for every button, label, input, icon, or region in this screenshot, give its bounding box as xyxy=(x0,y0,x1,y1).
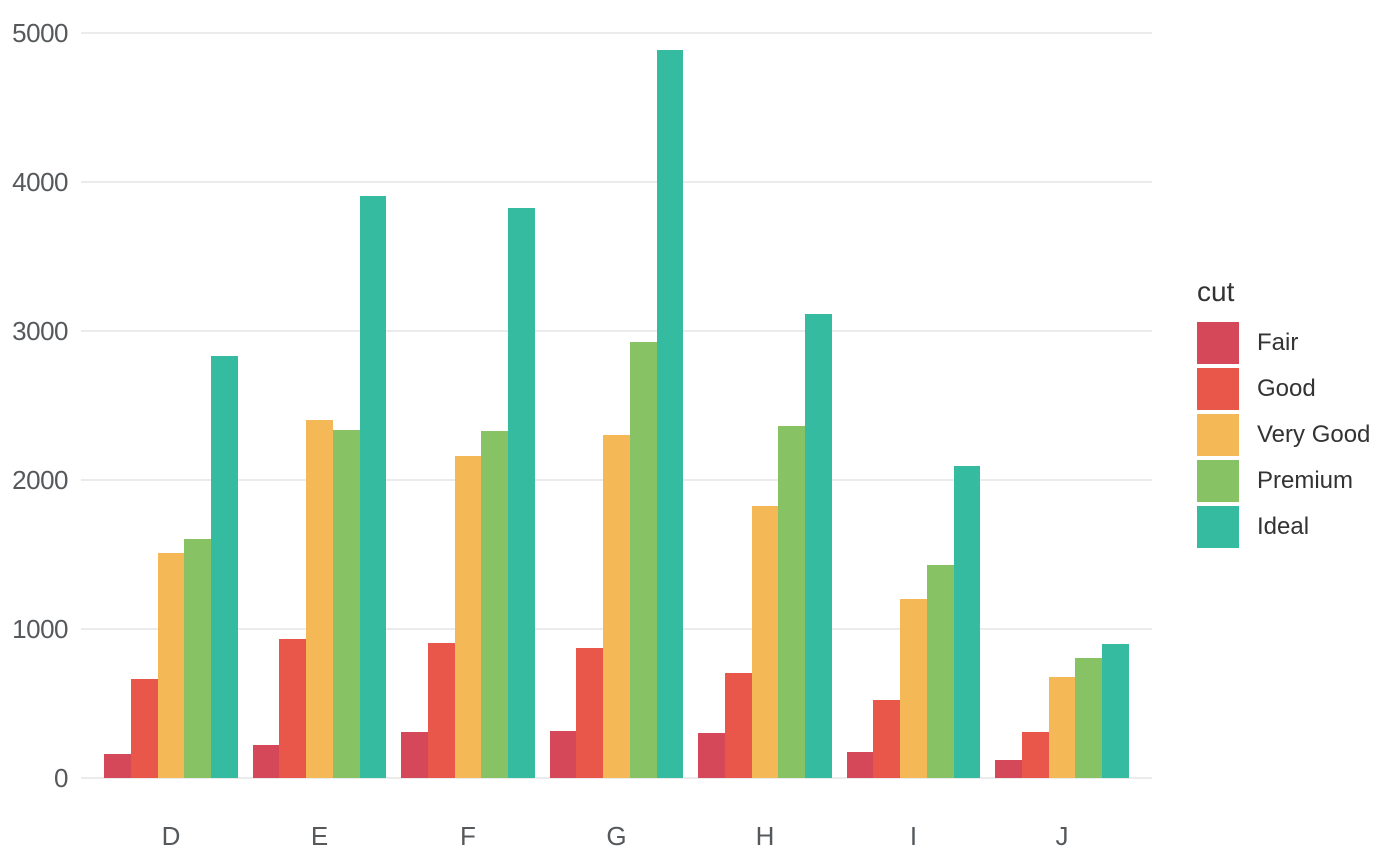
gridline xyxy=(81,32,1152,34)
y-tick-label: 5000 xyxy=(12,18,68,48)
legend-item: Good xyxy=(1197,368,1370,410)
legend-swatch-fair xyxy=(1197,322,1239,364)
bar-i-premium xyxy=(926,565,954,778)
bar-e-very-good xyxy=(306,420,333,778)
bar-d-premium xyxy=(184,539,212,778)
legend-item: Fair xyxy=(1197,322,1370,364)
bar-j-fair xyxy=(995,760,1022,778)
legend-swatch-ideal xyxy=(1197,506,1239,548)
bar-i-very-good xyxy=(900,598,927,778)
gridline xyxy=(81,777,1152,779)
bar-d-fair xyxy=(104,753,131,778)
gridline xyxy=(81,181,1152,183)
legend-item-label: Fair xyxy=(1257,329,1299,356)
bar-g-premium xyxy=(629,342,657,778)
legend-items: Fair Good Very Good Premium Ideal xyxy=(1197,322,1370,548)
legend-item: Premium xyxy=(1197,460,1370,502)
bar-h-very-good xyxy=(751,506,779,778)
bar-d-good xyxy=(130,679,158,778)
bar-e-ideal xyxy=(359,196,387,778)
x-tick-label: E xyxy=(310,821,329,851)
y-tick-label: 3000 xyxy=(12,316,68,346)
gridline xyxy=(81,330,1152,332)
bar-g-ideal xyxy=(656,50,684,778)
y-tick-label: 4000 xyxy=(12,167,68,197)
legend-swatch-very-good xyxy=(1197,414,1239,456)
bar-j-premium xyxy=(1075,657,1103,778)
bar-j-very-good xyxy=(1048,676,1076,778)
legend-item-label: Very Good xyxy=(1257,421,1371,448)
bar-e-fair xyxy=(252,744,280,778)
bar-f-good xyxy=(427,642,455,778)
legend: cut Fair Good Very Good Premium Ideal xyxy=(1197,277,1370,552)
x-tick-label: D xyxy=(161,821,181,851)
x-tick-label: G xyxy=(606,821,627,851)
bar-h-fair xyxy=(698,732,725,778)
bar-h-ideal xyxy=(805,313,832,778)
legend-swatch-good xyxy=(1197,368,1239,410)
x-tick-label: I xyxy=(909,821,918,851)
bar-f-very-good xyxy=(454,455,482,778)
bar-j-good xyxy=(1021,732,1049,778)
legend-swatch-premium xyxy=(1197,460,1239,502)
legend-item: Ideal xyxy=(1197,506,1370,548)
bar-g-very-good xyxy=(603,435,630,778)
bar-i-ideal xyxy=(953,466,981,778)
legend-item-label: Good xyxy=(1257,375,1316,402)
bar-f-ideal xyxy=(508,207,535,778)
y-tick-label: 2000 xyxy=(12,465,68,495)
bar-d-very-good xyxy=(157,552,185,778)
y-tick-label: 1000 xyxy=(12,614,68,644)
bar-e-good xyxy=(279,638,307,778)
bar-f-premium xyxy=(481,430,509,778)
bar-g-fair xyxy=(549,731,577,778)
legend-item-label: Premium xyxy=(1257,467,1354,494)
bar-d-ideal xyxy=(211,355,238,778)
y-tick-label: 0 xyxy=(54,763,68,793)
bar-g-good xyxy=(576,648,604,778)
bar-h-good xyxy=(724,673,752,778)
bar-i-fair xyxy=(846,751,874,778)
bar-j-ideal xyxy=(1102,644,1129,778)
legend-item: Very Good xyxy=(1197,414,1370,456)
x-tick-label: F xyxy=(460,821,476,851)
bar-e-premium xyxy=(332,429,360,778)
legend-item-label: Ideal xyxy=(1257,513,1310,540)
bar-i-good xyxy=(873,700,901,778)
bar-h-premium xyxy=(778,426,806,778)
bar-f-fair xyxy=(401,731,428,778)
x-tick-label: H xyxy=(755,821,775,851)
legend-title: cut xyxy=(1197,276,1235,307)
x-tick-label: J xyxy=(1055,821,1069,851)
